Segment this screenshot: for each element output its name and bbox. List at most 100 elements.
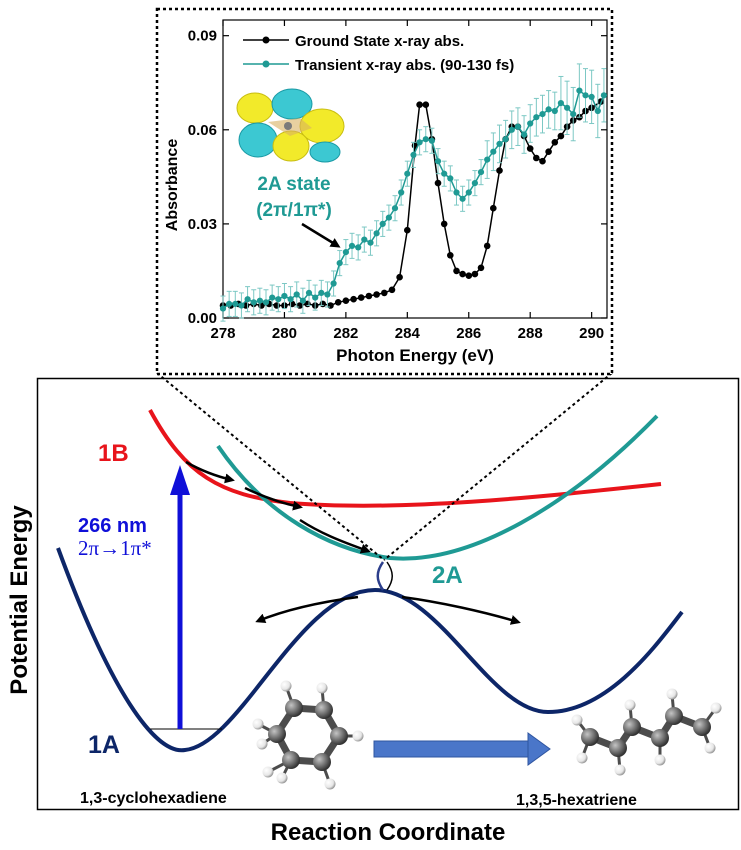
data-point xyxy=(514,123,522,130)
legend-label-ground: Ground State x-ray abs. xyxy=(295,33,464,50)
data-point xyxy=(477,264,485,272)
conical-intersection-arrow-2 xyxy=(386,561,393,591)
orbital-label-line2: (2π/1π*) xyxy=(256,200,332,221)
data-point xyxy=(334,299,342,306)
data-point xyxy=(545,148,552,155)
data-point xyxy=(600,92,608,99)
data-point xyxy=(365,292,373,300)
data-point xyxy=(416,139,423,146)
data-point xyxy=(232,300,239,307)
data-point xyxy=(336,260,343,267)
y-tick-label: 0.06 xyxy=(188,122,217,139)
x-tick-label: 284 xyxy=(395,325,421,342)
data-point xyxy=(416,101,423,108)
data-point xyxy=(287,296,294,303)
data-point xyxy=(490,204,497,212)
data-point xyxy=(453,189,460,196)
data-point xyxy=(594,107,601,115)
data-point xyxy=(342,249,349,256)
data-point xyxy=(545,106,552,113)
hydrogen-atom xyxy=(624,699,636,711)
hydrogen-atom xyxy=(324,778,336,790)
carbon-atom xyxy=(268,725,286,743)
data-point xyxy=(447,252,454,259)
zoom-line-left xyxy=(156,372,385,561)
hydrogen-atom xyxy=(571,714,583,726)
data-point xyxy=(440,220,448,228)
data-point xyxy=(238,302,245,309)
data-point xyxy=(471,180,478,187)
x-tick-label: 290 xyxy=(579,325,604,342)
carbon-atom xyxy=(581,728,599,746)
data-point xyxy=(459,195,466,202)
wavepacket-arrow-3 xyxy=(299,518,371,554)
x-tick-label: 288 xyxy=(518,325,543,342)
curve-label-1b: 1B xyxy=(98,440,129,467)
data-point xyxy=(404,170,411,177)
data-point xyxy=(373,291,380,298)
data-point xyxy=(483,242,491,250)
data-point xyxy=(391,205,399,212)
orbital-label-line1: 2A state xyxy=(257,174,330,195)
carbon-atom xyxy=(282,751,300,769)
data-point xyxy=(496,167,503,174)
data-point xyxy=(477,169,485,176)
data-point xyxy=(275,296,282,303)
orbital-isosurface-image xyxy=(236,88,345,163)
carbon-atom xyxy=(330,727,348,745)
hexatriene-molecule xyxy=(571,688,722,776)
x-tick-label: 282 xyxy=(333,325,358,342)
data-point xyxy=(350,295,357,303)
curve-1a-ground-state xyxy=(56,547,684,753)
carbon-atom xyxy=(609,739,627,757)
data-point xyxy=(428,137,435,144)
hydrogen-atom xyxy=(576,752,588,764)
branch-arrow-right xyxy=(401,595,521,625)
data-point xyxy=(327,302,334,309)
data-point xyxy=(367,239,374,246)
data-point xyxy=(281,292,288,300)
inset-x-axis-title: Photon Energy (eV) xyxy=(336,346,494,365)
data-point xyxy=(330,280,337,287)
hydrogen-atom xyxy=(352,730,364,742)
data-point xyxy=(471,270,479,278)
wavepacket-arrow-2 xyxy=(244,486,303,511)
legend-marker-ground xyxy=(262,36,270,44)
carbon-atom xyxy=(693,718,711,736)
excitation-wavelength: 266 nm xyxy=(78,515,147,537)
x-axis-title: Reaction Coordinate xyxy=(271,819,506,846)
conical-intersection-arrow xyxy=(376,561,385,591)
y-tick-label: 0.03 xyxy=(188,216,217,233)
data-point xyxy=(533,154,540,162)
data-point xyxy=(250,299,257,306)
hydrogen-atom xyxy=(316,682,328,694)
y-tick-label: 0.09 xyxy=(188,28,217,45)
data-point xyxy=(527,120,534,127)
hydrogen-atom xyxy=(710,702,722,714)
data-point xyxy=(381,289,388,297)
hydrogen-atom xyxy=(280,680,292,692)
data-point xyxy=(465,272,473,280)
data-point xyxy=(373,230,380,237)
data-point xyxy=(219,305,227,312)
main-plot-frame xyxy=(36,377,740,811)
carbon-atom xyxy=(315,701,333,719)
data-point xyxy=(269,294,276,301)
hydrogen-atom xyxy=(276,772,288,784)
data-point xyxy=(342,297,350,305)
carbon-atom xyxy=(651,729,669,747)
y-tick-label: 0.00 xyxy=(188,310,217,327)
data-point xyxy=(588,93,595,100)
data-point xyxy=(404,226,411,234)
hydrogen-atom xyxy=(654,754,666,766)
data-point xyxy=(305,289,313,296)
data-point xyxy=(465,189,472,196)
data-point xyxy=(521,131,528,138)
carbon-atom xyxy=(623,718,641,736)
inset-axes: 278 280 282 284 286 288 290 0.00 0.03 0.06 0.09 xyxy=(188,20,607,342)
curve-label-2a: 2A xyxy=(432,562,463,589)
data-point xyxy=(355,244,362,251)
data-point xyxy=(551,107,558,115)
data-point xyxy=(379,220,386,227)
